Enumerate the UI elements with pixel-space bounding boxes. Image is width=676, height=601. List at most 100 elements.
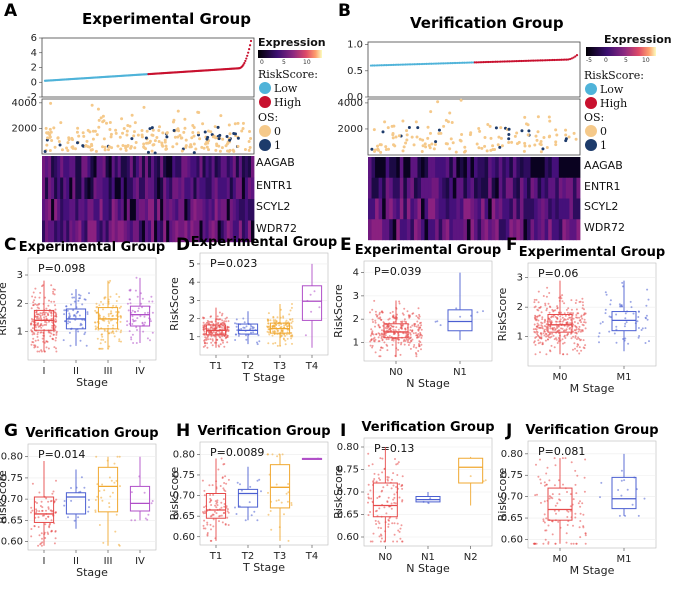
- jitter-point: [560, 311, 562, 314]
- jitter-point: [43, 312, 46, 315]
- risk-point: [407, 63, 411, 66]
- jitter-point: [570, 461, 573, 464]
- jitter-point: [220, 501, 223, 504]
- jitter-point: [225, 505, 228, 508]
- os-point: [90, 103, 94, 107]
- heatmap-cell: [175, 220, 179, 243]
- jitter-point: [604, 291, 607, 294]
- jitter-point: [387, 476, 390, 479]
- jitter-point: [536, 322, 539, 325]
- jitter-point: [384, 327, 387, 329]
- jitter-point: [304, 334, 307, 337]
- jitter-point: [624, 514, 627, 517]
- heatmap-cell: [48, 177, 52, 200]
- jitter-point: [211, 339, 214, 342]
- jitter-point: [550, 344, 553, 347]
- jitter-point: [240, 489, 243, 492]
- os-point: [171, 120, 175, 124]
- jitter-point: [574, 302, 577, 304]
- heatmap-cell: [226, 177, 231, 200]
- heatmap-cell: [491, 157, 496, 178]
- jitter-point: [615, 313, 618, 316]
- jitter-point: [131, 309, 134, 312]
- jitter-point: [378, 332, 381, 335]
- jitter-point: [391, 343, 394, 346]
- heatmap-cell: [60, 156, 64, 178]
- heatmap-cell: [565, 157, 570, 178]
- heatmap-cell: [505, 157, 510, 178]
- heatmap-cell: [396, 157, 401, 178]
- heatmap-cell: [484, 157, 489, 178]
- heatmap-cell: [456, 219, 461, 241]
- jitter-point: [226, 516, 229, 519]
- jitter-point: [397, 334, 400, 337]
- os-point: [140, 129, 144, 133]
- panel-letter: E: [340, 235, 352, 255]
- jitter-point: [86, 313, 89, 315]
- os-point: [96, 107, 100, 111]
- heatmap-cell: [463, 157, 468, 178]
- heatmap-cell: [410, 198, 415, 220]
- heatmap-cell: [105, 199, 110, 221]
- heatmap-cell: [413, 219, 418, 241]
- jitter-point: [569, 505, 572, 508]
- heatmap-cell: [410, 219, 415, 241]
- jitter-point: [378, 334, 381, 337]
- legend: Expression 0 5 10 RiskScore: Low High OS…: [258, 36, 326, 152]
- jitter-point: [575, 492, 578, 495]
- heatmap-cell: [399, 157, 404, 178]
- os-point: [48, 127, 52, 131]
- heatmap-cell: [129, 156, 134, 178]
- heatmap-cell: [569, 177, 574, 199]
- heatmap-cell: [378, 219, 383, 241]
- jitter-point: [283, 326, 286, 329]
- jitter-point: [640, 329, 643, 331]
- jitter-point: [37, 544, 40, 547]
- jitter-point: [212, 331, 215, 334]
- jitter-point: [206, 523, 209, 526]
- jitter-point: [141, 297, 144, 300]
- os-point: [116, 144, 120, 148]
- os-point: [76, 141, 80, 145]
- legend-os0-label: 0: [274, 125, 281, 138]
- jitter-point: [567, 332, 570, 335]
- os-point: [416, 126, 420, 130]
- gene-label: WDR72: [584, 221, 625, 234]
- jitter-point: [556, 342, 559, 344]
- jitter-point: [284, 339, 287, 342]
- colorbar: [586, 47, 656, 56]
- jitter-point: [237, 334, 240, 337]
- jitter-point: [113, 481, 116, 484]
- heatmap-cell: [481, 219, 485, 241]
- jitter-point: [582, 346, 585, 349]
- heatmap-cell: [424, 157, 429, 178]
- jitter-point: [566, 516, 569, 518]
- x-tick-label: N2: [464, 552, 478, 563]
- os-point: [448, 111, 452, 115]
- jitter-point: [539, 341, 542, 344]
- jitter-point: [141, 306, 143, 309]
- colorbar-tick: -5: [586, 57, 592, 64]
- heatmap-cell: [120, 199, 125, 221]
- heatmap-cell: [63, 199, 67, 221]
- jitter-point: [36, 317, 39, 320]
- jitter-point: [31, 341, 34, 343]
- risk-point: [413, 63, 416, 66]
- jitter-point: [32, 337, 35, 340]
- risk-point: [249, 39, 253, 43]
- jitter-point: [50, 317, 53, 320]
- jitter-point: [240, 328, 243, 330]
- jitter-point: [572, 498, 575, 501]
- heatmap-cell: [548, 177, 553, 199]
- os-point: [220, 146, 224, 150]
- heatmap-cell: [151, 199, 155, 221]
- heatmap-cell: [551, 177, 556, 199]
- jitter-point: [70, 499, 73, 502]
- heatmap-cell: [99, 220, 103, 243]
- jitter-point: [377, 336, 380, 339]
- jitter-point: [540, 337, 543, 340]
- heatmap-cell: [193, 177, 197, 200]
- heatmap-cell: [169, 156, 173, 178]
- risk-point: [473, 61, 476, 64]
